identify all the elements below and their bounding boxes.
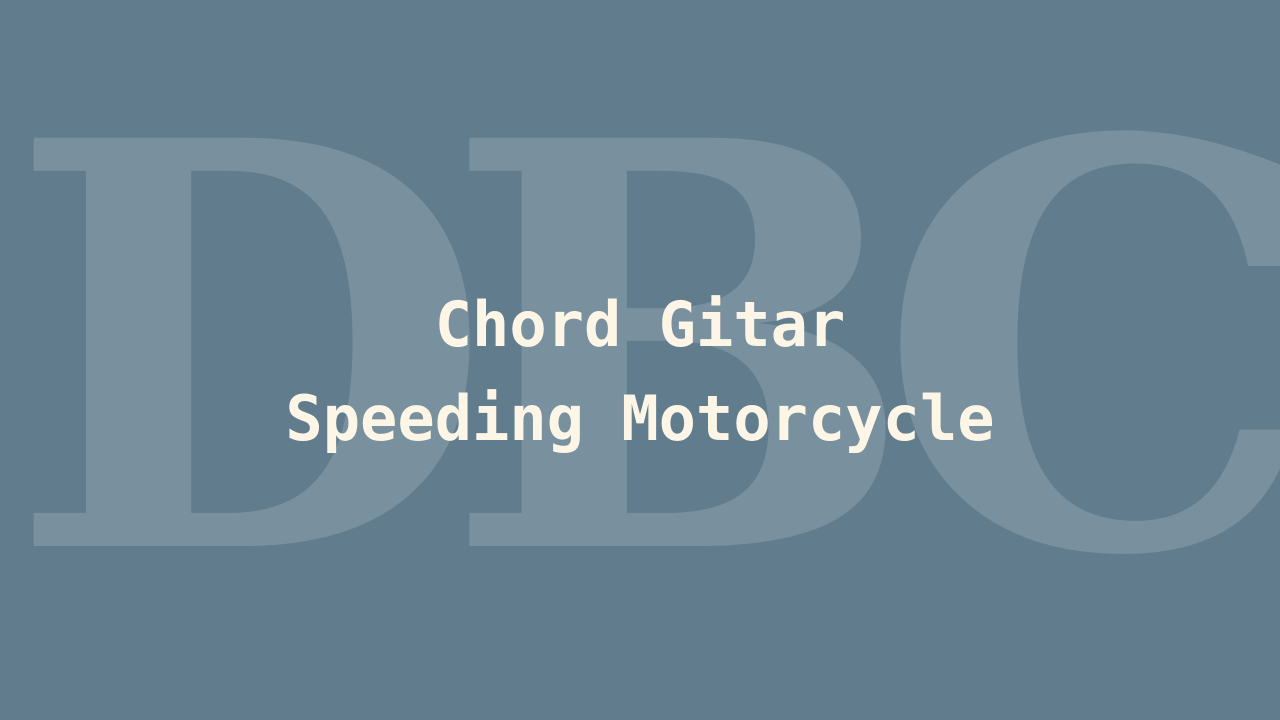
page-title: Chord Gitar Speeding Motorcycle bbox=[0, 278, 1280, 466]
watermark-logo-text: DBC bbox=[7, 21, 1280, 679]
title-line-1: Chord Gitar bbox=[434, 288, 846, 361]
title-line-2: Speeding Motorcycle bbox=[285, 382, 995, 455]
